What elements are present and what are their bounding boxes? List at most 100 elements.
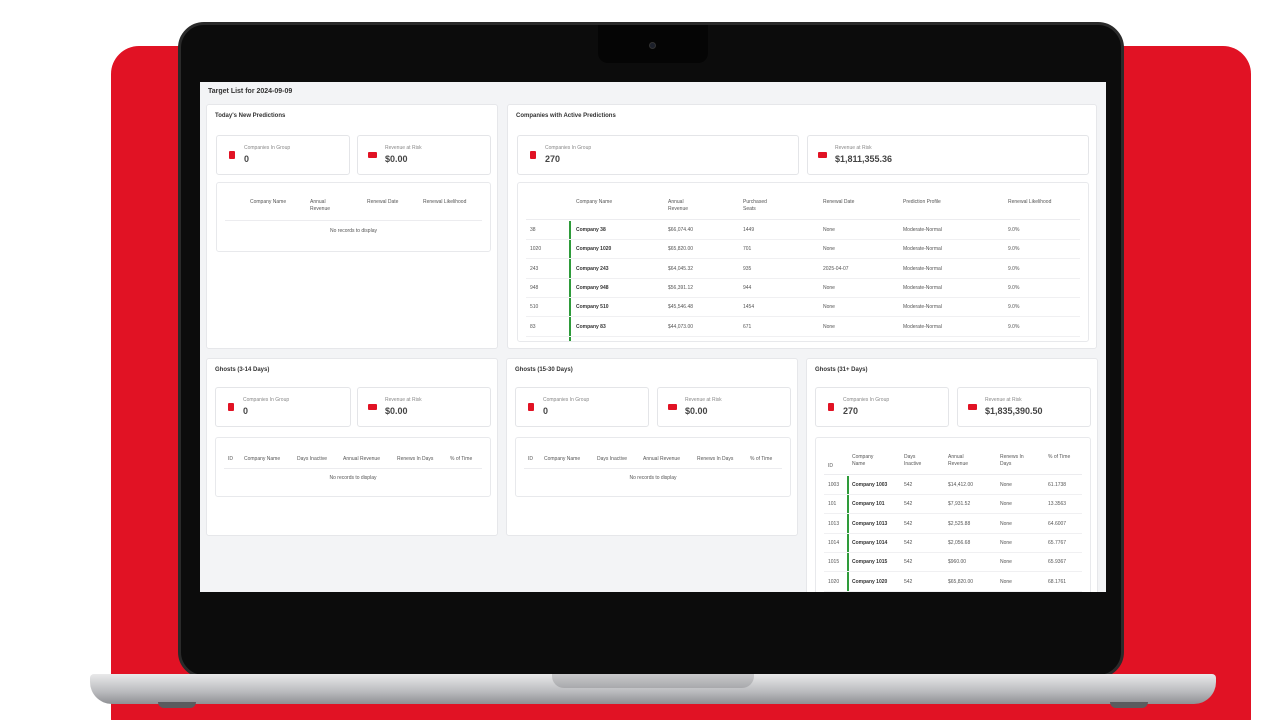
column-header[interactable]: Company Name <box>576 199 613 205</box>
table-row[interactable]: 510 Company 510 $45,546.48 1454 None Moderate… <box>526 298 1080 318</box>
column-header[interactable]: Annual Revenue <box>310 199 331 212</box>
table-row[interactable]: 83 Company 83 $44,073.00 671 None Moderate-No… <box>526 318 1080 337</box>
stat-value: $0.00 <box>385 406 408 416</box>
stat-label: Companies In Group <box>244 145 291 151</box>
empty-message: No records to display <box>629 475 677 481</box>
column-header[interactable]: Renewal Date <box>367 199 399 205</box>
table-cell: 9.0% <box>1008 323 1020 330</box>
table-cell: 101 <box>828 501 837 508</box>
column-header[interactable]: Company Name <box>544 456 581 462</box>
table-row[interactable]: 1020 Company 1020 542 $65,820.00 None 68.1761 <box>824 573 1082 592</box>
companies-in-group-card: Companies In Group 0 <box>215 387 351 427</box>
table-cell: Moderate-Normal <box>903 323 942 330</box>
column-header[interactable]: % of Time <box>750 456 773 462</box>
table-row[interactable]: 1003 Company 1003 542 $14,412.00 None 61.1738 <box>824 476 1082 495</box>
table-cell: 542 <box>904 559 913 566</box>
table-cell: 1020 <box>530 246 542 253</box>
table-row[interactable]: 38 Company 38 $66,074.40 1449 None Moderate-N… <box>526 221 1080 240</box>
app-screen: Target List for 2024-09-09 Today's New P… <box>200 82 1106 592</box>
column-header[interactable]: Renewal Likelihood <box>1008 199 1052 205</box>
table-cell: 510 <box>530 304 539 311</box>
column-header[interactable]: Purchased Seats <box>743 199 767 212</box>
table-cell: 1013 <box>828 520 840 527</box>
column-header[interactable]: Company Name <box>244 456 281 462</box>
table-cell: 9.0% <box>1008 284 1020 291</box>
revenue-at-risk-card: Revenue at Risk $1,835,390.50 <box>957 387 1091 427</box>
column-header[interactable]: Annual Revenue <box>668 199 689 212</box>
table-cell: 9.0% <box>1008 246 1020 253</box>
empty-message: No records to display <box>330 228 377 234</box>
table-cell: Moderate-Normal <box>903 265 942 272</box>
column-header[interactable]: Annual Revenue <box>343 456 380 462</box>
table-cell: 542 <box>904 482 913 488</box>
table-cell: None <box>823 304 835 311</box>
table-row[interactable]: 101 Company 101 542 $7,931.52 None 13.3563 <box>824 495 1082 515</box>
column-header[interactable]: Prediction Profile <box>903 199 941 205</box>
table-row[interactable]: 1014 Company 1014 542 $2,056.68 None 65.7767 <box>824 534 1082 553</box>
table-cell: 2025-04-07 <box>823 265 849 272</box>
column-header[interactable]: Renewal Date <box>823 199 855 205</box>
laptop-foot-right <box>1110 702 1148 708</box>
column-header[interactable]: Annual Revenue <box>643 456 680 462</box>
table-cell: None <box>1000 520 1012 527</box>
active-highlight-bar <box>569 221 571 341</box>
stat-label: Revenue at Risk <box>385 145 422 151</box>
companies-in-group-card: Companies In Group 270 <box>517 135 799 175</box>
active-predictions-table: Company Name Annual Revenue Purchased Se… <box>517 182 1089 342</box>
column-header[interactable]: Renews In Days <box>697 456 734 462</box>
table-cell: 542 <box>904 578 913 585</box>
column-header[interactable]: ID <box>528 456 533 462</box>
companies-in-group-card: Companies In Group 270 <box>815 387 949 427</box>
table-cell: $45,546.48 <box>668 304 694 311</box>
table-row[interactable]: 948 Company 948 $56,391.12 944 None Moderate-… <box>526 279 1080 298</box>
table-cell: $14,412.00 <box>948 482 974 488</box>
table-cell: Company 1020 <box>576 246 612 253</box>
column-header[interactable]: % of Time <box>1048 454 1071 460</box>
column-header[interactable]: ID <box>228 456 233 462</box>
ghosts-31-panel: Ghosts (31+ Days) Companies In Group 270… <box>806 358 1098 592</box>
column-header[interactable]: ID <box>828 463 833 469</box>
panel-title: Today's New Predictions <box>215 113 286 119</box>
table-cell: 9.0% <box>1008 265 1020 272</box>
column-header[interactable]: Days Inactive <box>597 456 628 462</box>
column-header[interactable]: Company Name <box>250 199 287 205</box>
column-header[interactable]: Renewal Likelihood <box>423 199 467 205</box>
table-cell: 701 <box>743 246 752 253</box>
table-cell: Company 1014 <box>852 539 888 546</box>
stat-value: 0 <box>244 154 250 164</box>
table-cell: 935 <box>743 265 752 272</box>
column-header[interactable]: % of Time <box>450 456 473 462</box>
ghosts-15-30-panel: Ghosts (15-30 Days) Companies In Group 0… <box>506 358 798 536</box>
table-cell: 65.7767 <box>1048 539 1067 546</box>
table-row[interactable]: 243 Company 243 $64,045.32 935 2025-04-07 Mod… <box>526 260 1080 279</box>
table-cell: 1015 <box>828 559 840 566</box>
table-cell: None <box>823 227 835 233</box>
column-header[interactable]: Annual Revenue <box>948 454 969 467</box>
column-header[interactable]: Renews In Days <box>397 456 434 462</box>
revenue-at-risk-card: Revenue at Risk $0.00 <box>357 387 491 427</box>
table-cell: 542 <box>904 501 913 508</box>
table-cell: 64.6007 <box>1048 520 1067 527</box>
table-cell: Moderate-Normal <box>903 284 942 291</box>
stat-label: Companies In Group <box>243 397 290 403</box>
column-header[interactable]: Company Name <box>852 454 874 467</box>
stat-label: Revenue at Risk <box>835 145 872 151</box>
stat-label: Revenue at Risk <box>985 397 1022 403</box>
column-header[interactable]: Days Inactive <box>297 456 328 462</box>
stat-label: Companies In Group <box>843 397 890 403</box>
panel-title: Ghosts (3-14 Days) <box>215 367 270 373</box>
table-row[interactable]: 1015 Company 1015 542 $960.00 None 65.9367 <box>824 553 1082 573</box>
table-cell: $7,931.52 <box>948 501 971 508</box>
ghosts-31-table: ID Company Name Days Inactive Annual Rev… <box>815 437 1091 592</box>
money-icon <box>968 402 977 411</box>
document-icon <box>526 402 535 411</box>
column-header[interactable]: Days Inactive <box>904 454 922 467</box>
table-cell: 83 <box>530 323 536 330</box>
table-cell: $56,391.12 <box>668 284 694 291</box>
table-row[interactable]: 1020 Company 1020 $65,820.00 701 None Moderat… <box>526 240 1080 260</box>
table-row[interactable]: 1013 Company 1013 542 $2,525.88 None 64.6007 <box>824 515 1082 534</box>
todays-new-table: Company Name Annual Revenue Renewal Date… <box>216 182 491 252</box>
table-cell: 68.1761 <box>1048 578 1067 585</box>
table-cell: Company 948 <box>576 284 609 291</box>
column-header[interactable]: Renews In Days <box>1000 454 1024 467</box>
